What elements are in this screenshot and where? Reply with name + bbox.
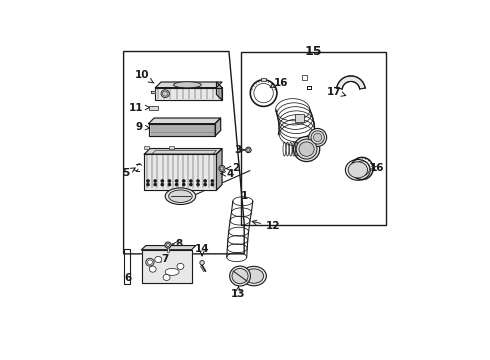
Circle shape — [197, 184, 199, 186]
Ellipse shape — [169, 190, 192, 202]
Ellipse shape — [162, 91, 168, 96]
Polygon shape — [337, 76, 365, 89]
Text: 6: 6 — [124, 273, 131, 283]
Ellipse shape — [345, 159, 370, 180]
Text: 3: 3 — [234, 145, 245, 155]
Ellipse shape — [147, 260, 152, 264]
Circle shape — [161, 184, 163, 186]
Text: 16: 16 — [370, 163, 385, 174]
Polygon shape — [155, 87, 222, 100]
Circle shape — [154, 184, 156, 186]
Bar — [170, 146, 174, 149]
Ellipse shape — [247, 148, 250, 152]
Text: 8: 8 — [172, 239, 183, 249]
Circle shape — [154, 180, 156, 182]
Text: 17: 17 — [327, 87, 346, 97]
Text: 15: 15 — [305, 45, 322, 58]
Bar — [302, 75, 307, 80]
Circle shape — [169, 184, 171, 186]
Ellipse shape — [165, 242, 171, 248]
Polygon shape — [142, 250, 192, 283]
Polygon shape — [155, 82, 222, 87]
Ellipse shape — [348, 162, 368, 178]
Ellipse shape — [311, 131, 324, 144]
Ellipse shape — [165, 188, 196, 204]
Ellipse shape — [146, 258, 154, 266]
Ellipse shape — [219, 166, 225, 172]
Text: 2: 2 — [226, 163, 240, 174]
Text: 11: 11 — [129, 103, 150, 113]
Circle shape — [147, 184, 149, 186]
Ellipse shape — [242, 266, 267, 286]
Circle shape — [183, 184, 185, 186]
Circle shape — [169, 180, 171, 182]
Ellipse shape — [244, 269, 264, 283]
Ellipse shape — [314, 133, 322, 141]
Bar — [149, 105, 158, 110]
Bar — [242, 51, 386, 225]
Ellipse shape — [230, 266, 250, 286]
Circle shape — [175, 184, 178, 186]
Text: 5: 5 — [122, 168, 135, 179]
Ellipse shape — [166, 243, 170, 247]
Ellipse shape — [163, 274, 170, 280]
Polygon shape — [215, 118, 221, 136]
Text: 12: 12 — [252, 220, 281, 231]
Bar — [295, 114, 304, 122]
Polygon shape — [148, 123, 215, 136]
Bar — [167, 246, 169, 252]
Ellipse shape — [155, 256, 162, 262]
Ellipse shape — [173, 82, 201, 88]
Text: 4: 4 — [221, 169, 234, 179]
Ellipse shape — [165, 269, 179, 275]
Text: 10: 10 — [134, 70, 154, 83]
Text: 1: 1 — [241, 191, 248, 201]
Circle shape — [161, 180, 163, 182]
Ellipse shape — [161, 90, 170, 98]
Text: 9: 9 — [135, 122, 150, 132]
Bar — [123, 249, 130, 284]
Ellipse shape — [294, 136, 320, 162]
Circle shape — [190, 180, 192, 182]
Ellipse shape — [149, 266, 156, 272]
Polygon shape — [217, 149, 222, 190]
Circle shape — [190, 184, 192, 186]
Ellipse shape — [177, 263, 184, 269]
Circle shape — [147, 180, 149, 182]
Circle shape — [211, 180, 214, 182]
Polygon shape — [217, 82, 222, 100]
Circle shape — [204, 184, 206, 186]
Ellipse shape — [299, 142, 314, 156]
Circle shape — [211, 184, 214, 186]
Ellipse shape — [220, 167, 223, 170]
Ellipse shape — [245, 147, 251, 153]
Text: 7: 7 — [156, 255, 169, 264]
Polygon shape — [142, 246, 196, 250]
Ellipse shape — [296, 139, 317, 159]
Text: 16: 16 — [270, 77, 288, 87]
Bar — [145, 146, 149, 149]
Bar — [261, 78, 266, 81]
Circle shape — [183, 180, 185, 182]
Polygon shape — [148, 118, 220, 123]
Circle shape — [204, 180, 206, 182]
Circle shape — [197, 180, 199, 182]
Ellipse shape — [200, 261, 204, 265]
Text: 13: 13 — [231, 286, 245, 299]
Polygon shape — [151, 91, 155, 93]
Polygon shape — [145, 149, 222, 154]
Ellipse shape — [232, 269, 248, 284]
Polygon shape — [145, 154, 217, 190]
Ellipse shape — [309, 129, 327, 147]
Circle shape — [175, 180, 178, 182]
Text: 14: 14 — [195, 244, 209, 254]
